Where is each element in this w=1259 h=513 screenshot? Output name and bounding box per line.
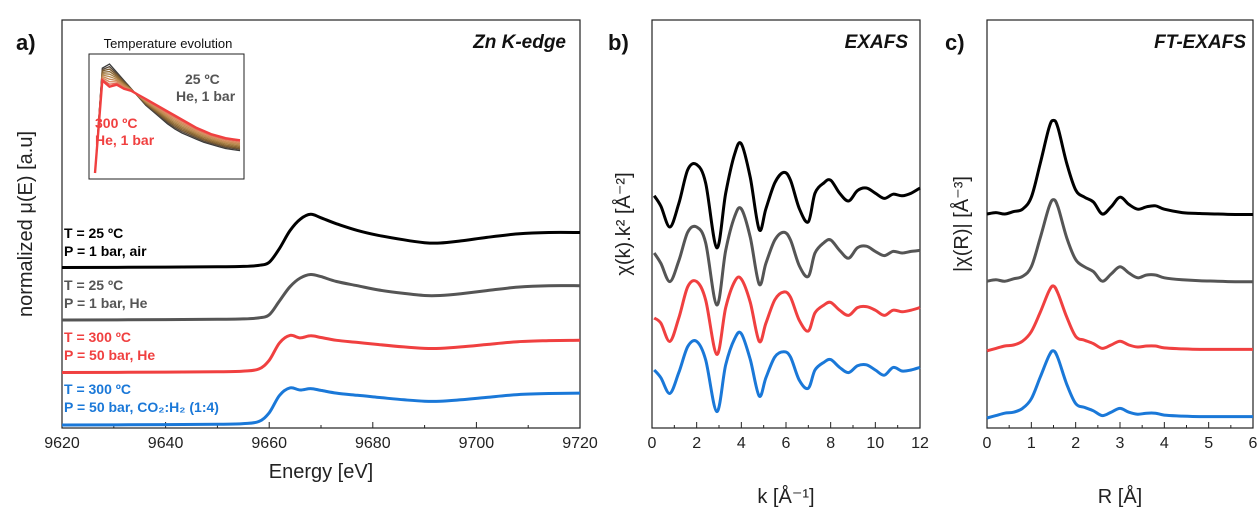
x-tick-label: 9620 [44, 435, 80, 452]
inset-label-300c-line2: He, 1 bar [95, 132, 155, 148]
temperature-evolution-inset: Temperature evolution 25 ºC He, 1 bar 30… [88, 36, 245, 180]
panel-a-x-ticks: 9620 9640 9660 9680 9700 9720 [44, 422, 598, 452]
x-tick-label: 9640 [148, 435, 184, 452]
panel-b: b) 0 2 4 6 8 10 12 EXAFS k [Å⁻¹] χ(k).k² [Å⁻²] [608, 19, 929, 508]
series-line-1 [61, 212, 581, 269]
inset-label-25c-line2: He, 1 bar [176, 88, 236, 104]
inset-temperature-line-4 [94, 70, 241, 174]
panel-a-x-label: Energy [eV] [269, 461, 374, 483]
panel-a-title: Zn K-edge [472, 32, 566, 53]
panel-b-x-label: k [Å⁻¹] [757, 485, 814, 508]
panel-c: c) 0 1 2 3 4 5 6 FT-EXAFS R [Å] |χ(R)| [Å⁻³] [945, 19, 1258, 508]
panel-c-lines [986, 118, 1254, 420]
panel-c-letter: c) [945, 30, 965, 55]
inset-label-25c-line1: 25 ºC [185, 71, 220, 87]
panel-b-lines [652, 141, 921, 414]
condition-label-4-line-2: P = 50 bar, CO₂:H₂ (1:4) [64, 399, 219, 415]
series-line-4 [653, 330, 921, 414]
panel-c-x-label: R [Å] [1098, 485, 1142, 508]
series-line-2 [652, 206, 921, 307]
panel-b-letter: b) [608, 30, 629, 55]
x-tick-label: 9680 [355, 435, 391, 452]
inset-temperature-line-10 [93, 78, 241, 174]
panel-a-letter: a) [16, 30, 36, 55]
panel-a-lines [61, 212, 581, 427]
inset-temperature-line-2 [94, 65, 241, 174]
x-tick-label: 6 [782, 435, 791, 452]
series-line-2 [61, 272, 581, 322]
x-tick-label: 4 [737, 435, 746, 452]
series-line-2 [986, 198, 1254, 284]
x-tick-label: 0 [648, 435, 657, 452]
panel-c-title: FT-EXAFS [1154, 32, 1246, 53]
x-tick-label: 10 [866, 435, 884, 452]
x-tick-label: 5 [1204, 435, 1213, 452]
inset-title: Temperature evolution [104, 36, 233, 51]
inset-temperature-line-6 [94, 74, 241, 174]
x-tick-label: 4 [1160, 435, 1169, 452]
x-tick-label: 8 [826, 435, 835, 452]
x-tick-label: 1 [1027, 435, 1036, 452]
series-line-1 [986, 118, 1254, 217]
series-line-3 [61, 333, 581, 374]
x-tick-label: 2 [692, 435, 701, 452]
inset-label-300c-line1: 300 ºC [95, 115, 137, 131]
panel-c-x-ticks: 0 1 2 3 4 5 6 [983, 422, 1258, 452]
x-tick-label: 9660 [251, 435, 287, 452]
series-line-4 [986, 349, 1253, 420]
condition-label-3-line-1: T = 300 ºC [64, 329, 131, 345]
inset-temperature-line-5 [94, 73, 241, 174]
panel-b-plot-frame [651, 19, 921, 429]
inset-temperature-line-1 [94, 63, 241, 174]
panel-a: a) 9620 9640 9660 9680 9700 9720 T = 25 ºC P =… [15, 19, 598, 483]
series-line-3 [986, 284, 1253, 353]
panel-b-y-label: χ(k).k² [Å⁻²] [612, 172, 635, 275]
series-line-1 [652, 141, 921, 250]
panel-b-x-ticks: 0 2 4 6 8 10 12 [648, 422, 929, 452]
panel-c-y-label: |χ(R)| [Å⁻³] [950, 176, 973, 272]
inset-lines [93, 63, 241, 174]
condition-label-4-line-1: T = 300 ºC [64, 381, 131, 397]
condition-label-1-line-2: P = 1 bar, air [64, 243, 147, 259]
panel-a-condition-labels: T = 25 ºC P = 1 bar, air T = 25 ºC P = 1 ba… [64, 225, 219, 415]
panel-a-y-label: normalized μ(E) [a.u] [15, 131, 37, 317]
condition-label-1-line-1: T = 25 ºC [64, 225, 123, 241]
condition-label-2-line-1: T = 25 ºC [64, 277, 123, 293]
x-tick-label: 3 [1116, 435, 1125, 452]
panel-c-plot-frame [986, 19, 1254, 429]
x-tick-label: 6 [1249, 435, 1258, 452]
x-tick-label: 9720 [562, 435, 598, 452]
x-tick-label: 0 [983, 435, 992, 452]
x-tick-label: 2 [1071, 435, 1080, 452]
inset-temperature-line-3 [94, 68, 241, 174]
series-line-3 [653, 275, 921, 356]
inset-temperature-line-7 [94, 75, 241, 174]
panel-b-title: EXAFS [845, 32, 909, 53]
condition-label-3-line-2: P = 50 bar, He [64, 347, 155, 363]
x-tick-label: 12 [911, 435, 929, 452]
inset-temperature-line-8 [94, 76, 241, 174]
condition-label-2-line-2: P = 1 bar, He [64, 295, 148, 311]
series-line-4 [61, 386, 581, 427]
x-tick-label: 9700 [459, 435, 495, 452]
